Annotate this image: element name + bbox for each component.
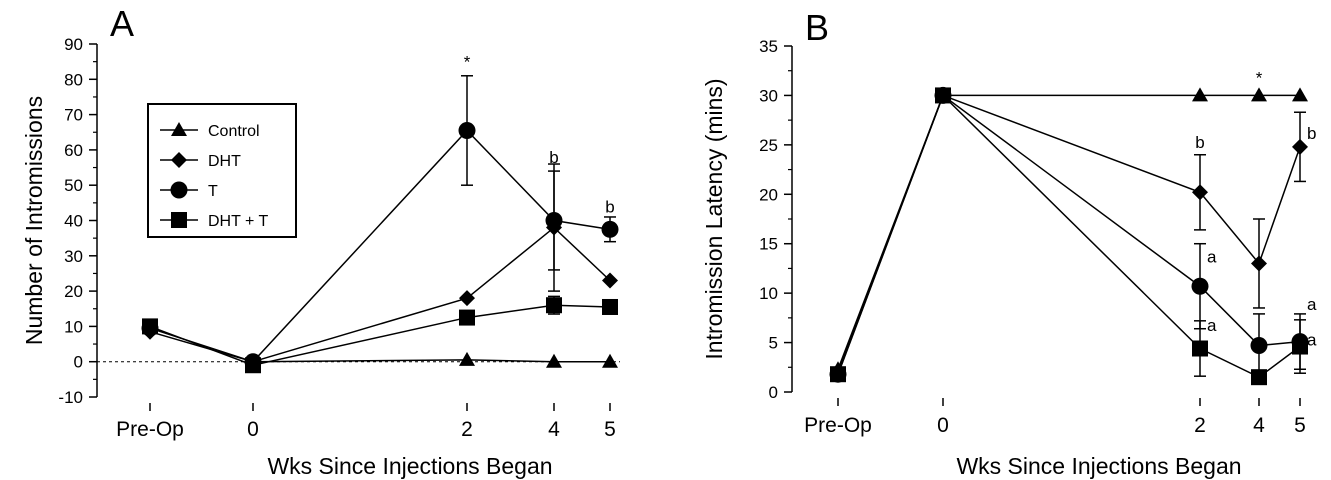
series-line — [837, 94, 1301, 373]
y-tick-label: 15 — [759, 235, 778, 254]
x-tick-label: 4 — [548, 418, 560, 441]
significance-label: a — [1207, 316, 1217, 335]
series-dht-t — [830, 87, 1308, 386]
significance-label: b — [549, 148, 558, 167]
x-tick-label: Pre-Op — [116, 418, 184, 441]
series-line — [837, 94, 1300, 370]
data-point-square — [459, 309, 475, 326]
data-point-square — [1251, 369, 1267, 386]
y-tick-label: 25 — [759, 136, 778, 155]
y-axis-title: Intromission Latency (mins) — [701, 78, 727, 359]
series-line — [837, 94, 1301, 375]
y-tick-label: 40 — [64, 212, 83, 231]
panel-label: B — [805, 7, 829, 48]
data-point-diamond — [1251, 255, 1267, 272]
data-point-circle — [1250, 337, 1268, 355]
legend-label: DHT — [208, 153, 241, 170]
significance-label: b — [605, 197, 614, 216]
legend-label: Control — [208, 123, 260, 140]
x-tick-label: 5 — [604, 418, 616, 441]
legend-marker-circle — [170, 181, 188, 199]
series-control — [830, 87, 1308, 376]
data-point-triangle — [602, 353, 618, 368]
data-point-triangle — [1251, 87, 1267, 102]
series-line — [252, 359, 610, 363]
series-dht-t — [142, 295, 618, 374]
y-tick-label: 90 — [64, 35, 83, 54]
panel-label: A — [110, 3, 134, 44]
y-tick-label: 70 — [64, 106, 83, 125]
data-point-triangle — [459, 351, 475, 366]
y-tick-label: 0 — [74, 353, 83, 372]
y-tick-label: 5 — [769, 334, 778, 353]
x-axis-title: Wks Since Injections Began — [267, 453, 552, 479]
y-tick-label: 30 — [759, 86, 778, 105]
legend: Control DHT T DHT + T — [147, 103, 297, 238]
x-tick-label: 4 — [1253, 414, 1265, 437]
x-axis-title: Wks Since Injections Began — [956, 453, 1241, 479]
chart-panel-a: A -10 0 10 20 30 40 50 60 70 80 90 Pre-Op 0 2 4 5 Wks Sin… — [21, 3, 620, 479]
data-point-circle — [458, 121, 476, 139]
x-tick-label: 5 — [1294, 414, 1306, 437]
significance-label: * — [464, 53, 471, 72]
series-line — [149, 226, 611, 363]
y-tick-label: 50 — [64, 176, 83, 195]
y-tick-label: 10 — [64, 317, 83, 336]
significance-label: a — [1307, 295, 1317, 314]
data-point-square — [935, 87, 951, 104]
legend-marker-diamond — [171, 152, 187, 168]
y-tick-label: 30 — [64, 247, 83, 266]
y-tick-label: 60 — [64, 141, 83, 160]
x-tick-label: 0 — [247, 418, 259, 441]
data-point-square — [546, 297, 562, 314]
data-point-circle — [601, 220, 619, 238]
series-line — [149, 304, 611, 367]
chart-panel-b: B 0 5 10 15 20 25 30 35 Pre-Op 0 2 4 5 Wks Since Injec… — [701, 7, 1317, 479]
data-point-diamond — [602, 272, 618, 289]
significance-label: a — [1307, 331, 1317, 350]
y-tick-label: 20 — [759, 185, 778, 204]
data-point-square — [1292, 338, 1308, 355]
data-point-diamond — [459, 290, 475, 307]
x-tick-label: 0 — [937, 414, 949, 437]
legend-marker-square — [171, 212, 187, 228]
data-point-triangle — [546, 353, 562, 368]
y-tick-label: 0 — [769, 383, 778, 402]
data-point-triangle — [1292, 87, 1308, 102]
data-point-square — [830, 366, 846, 383]
data-point-square — [1192, 340, 1208, 357]
data-point-square — [245, 357, 261, 374]
significance-label: b — [1195, 133, 1204, 152]
x-tick-label: Pre-Op — [804, 414, 872, 437]
series-t — [829, 86, 1309, 383]
data-point-triangle — [1192, 87, 1208, 102]
y-tick-label: -10 — [58, 388, 83, 407]
y-tick-label: 10 — [759, 284, 778, 303]
significance-label: a — [1207, 248, 1217, 267]
significance-label: * — [1256, 69, 1263, 88]
data-point-diamond — [1192, 184, 1208, 201]
x-tick-label: 2 — [461, 418, 473, 441]
x-tick-label: 2 — [1194, 414, 1206, 437]
y-tick-label: 80 — [64, 70, 83, 89]
legend-label: DHT + T — [208, 213, 269, 230]
data-point-diamond — [1292, 138, 1308, 155]
y-axis-title: Number of Intromissions — [21, 96, 47, 345]
data-point-circle — [545, 212, 563, 229]
y-tick-label: 20 — [64, 282, 83, 301]
series-line — [837, 94, 1301, 379]
y-tick-label: 35 — [759, 37, 778, 56]
series-dht — [830, 87, 1308, 381]
legend-label: T — [208, 183, 218, 200]
legend-marker-triangle — [171, 122, 187, 136]
data-point-square — [602, 298, 618, 315]
data-point-circle — [1191, 277, 1209, 295]
significance-label: b — [1307, 124, 1316, 143]
data-point-square — [142, 318, 158, 335]
